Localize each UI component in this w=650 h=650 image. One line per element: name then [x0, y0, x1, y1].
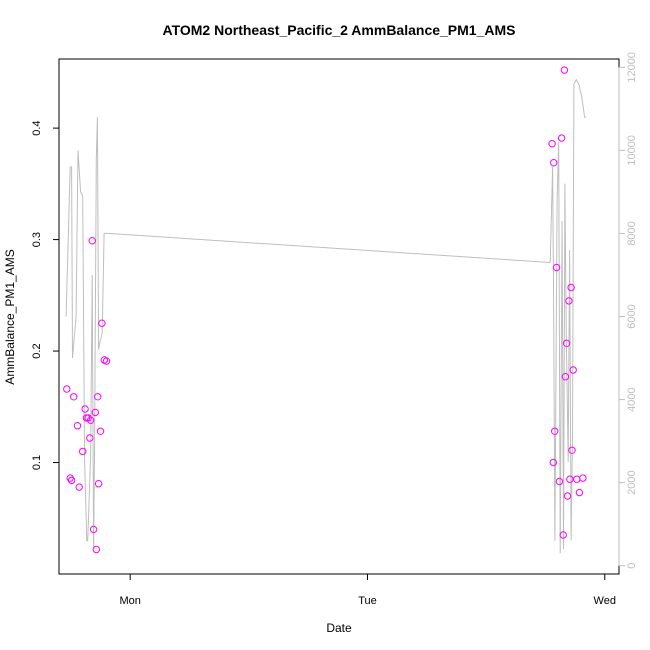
scatter-point	[96, 427, 105, 435]
x-axis: Mon Tue Wed	[119, 573, 616, 607]
y2-tick-label: 2000	[626, 470, 638, 494]
y2-tick-label: 0	[626, 563, 638, 569]
scatter-point	[552, 263, 561, 272]
scatter-point	[562, 339, 571, 347]
scatter-point	[94, 480, 103, 488]
y-tick-label: 0.4	[31, 120, 43, 135]
scatter-point	[63, 385, 71, 393]
scatter-point	[89, 525, 98, 534]
scatter-point	[565, 297, 573, 305]
scatter-point	[91, 408, 100, 417]
y-tick-label: 0.3	[31, 232, 43, 247]
scatter-point	[75, 483, 83, 491]
scatter-point	[563, 492, 572, 500]
scatter-point	[550, 159, 558, 167]
x-tick-label: Wed	[594, 595, 616, 607]
x-axis-label: Date	[326, 621, 352, 635]
y2-tick-label: 10000	[626, 135, 638, 166]
scatter-point	[569, 366, 577, 374]
scatter-point	[557, 134, 566, 142]
y2-tick-label: 4000	[626, 387, 638, 411]
scatter-point	[70, 393, 78, 401]
y-axis-left: 0.1 0.2 0.3 0.4	[31, 120, 60, 470]
scatter-point	[575, 488, 584, 497]
x-tick-label: Mon	[119, 595, 140, 607]
scatter-point	[84, 414, 92, 422]
scatter-point	[568, 446, 576, 454]
scatter-point	[67, 476, 76, 485]
y-tick-label: 0.1	[31, 455, 43, 470]
y-axis-right: 0 2000 4000 6000 8000 10000 12000	[618, 52, 638, 569]
scatter-point	[555, 477, 564, 486]
scatter-point	[551, 427, 559, 435]
plot-box	[58, 58, 620, 575]
scatter-point	[561, 373, 570, 381]
scatter-point	[560, 66, 569, 74]
scatter-point	[559, 531, 567, 539]
scatter-point	[94, 393, 102, 401]
scatter-point	[81, 405, 89, 413]
scatter-point	[102, 357, 111, 365]
scatter-series	[63, 66, 587, 554]
scatter-point	[86, 416, 95, 424]
x-tick-label: Tue	[358, 595, 377, 607]
scatter-point	[98, 319, 106, 327]
scatter-point	[579, 474, 587, 482]
line-series-path	[65, 78, 587, 554]
scatter-point	[573, 475, 581, 483]
scatter-point	[86, 434, 94, 442]
scatter-point	[73, 422, 82, 430]
y2-tick-label: 6000	[626, 304, 638, 328]
scatter-point	[567, 283, 575, 292]
scatter-point	[548, 140, 556, 148]
scatter-point	[79, 447, 87, 456]
line-series	[65, 78, 587, 554]
scatter-point	[549, 458, 557, 467]
chart-title: ATOM2 Northeast_Pacific_2 AmmBalance_PM1…	[163, 22, 516, 38]
y2-tick-label: 8000	[626, 221, 638, 245]
y-axis-label: AmmBalance_PM1_AMS	[3, 249, 17, 384]
y-tick-label: 0.2	[31, 343, 43, 358]
scatter-point	[92, 545, 101, 554]
scatter-point	[88, 237, 96, 245]
y2-tick-label: 12000	[626, 52, 638, 83]
